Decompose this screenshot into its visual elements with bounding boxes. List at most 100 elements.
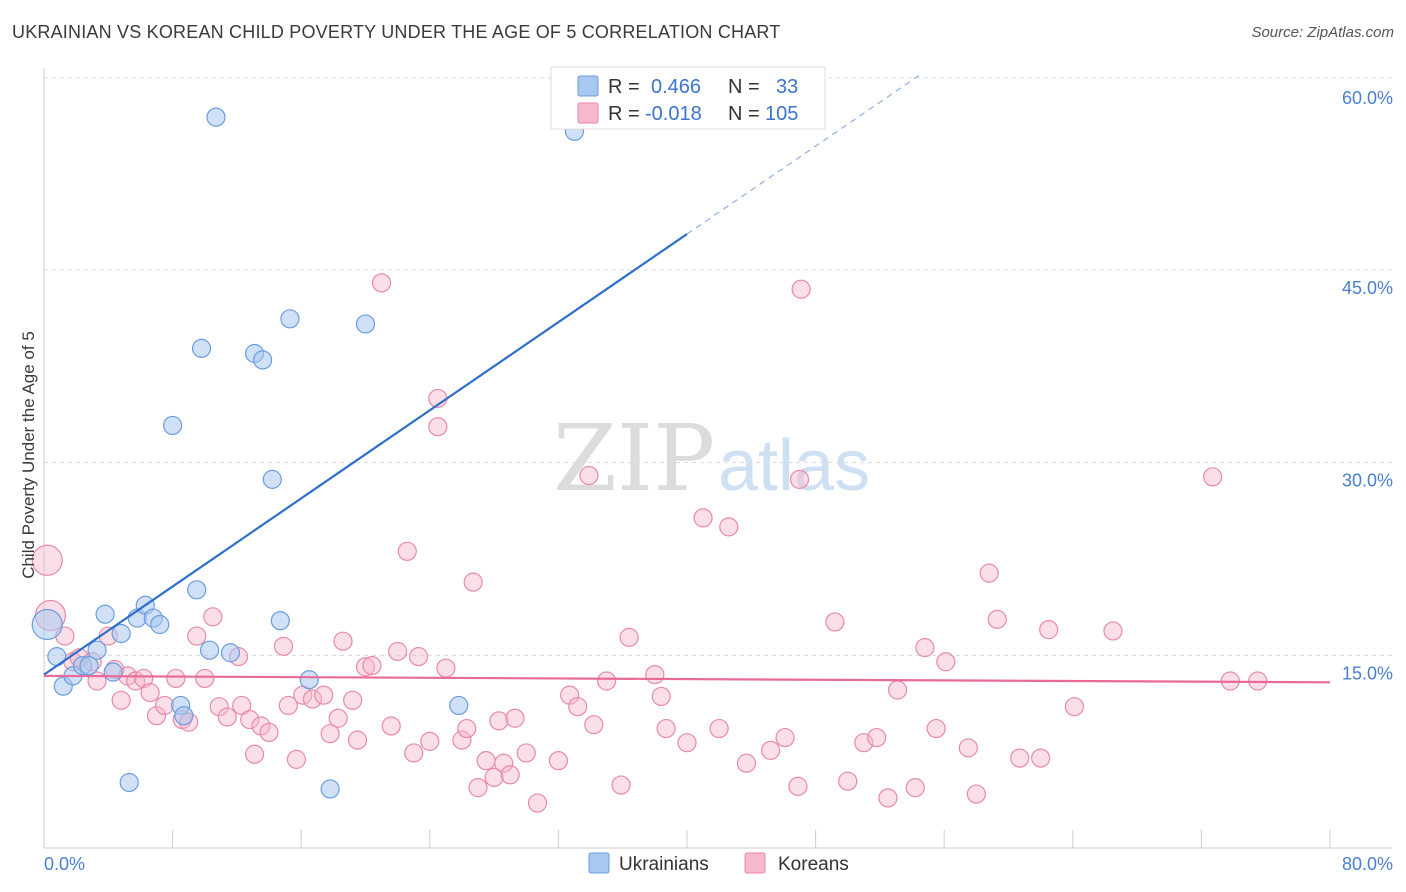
korean-point [362, 656, 382, 676]
source-credit: Source: ZipAtlas.com [1251, 24, 1394, 41]
korean-point [195, 668, 215, 689]
korean-point [381, 716, 401, 736]
ukrainian-point [262, 469, 282, 489]
x-tick-labels: 0.0% 80.0% [44, 854, 1393, 874]
korean-point [347, 730, 368, 750]
legend-n-value: 33 [776, 76, 798, 98]
korean-point [887, 680, 908, 700]
korean-point [651, 686, 671, 707]
korean-point [579, 465, 599, 486]
korean-point [878, 788, 898, 808]
ukrainian-point [111, 623, 131, 644]
korean-point [527, 793, 548, 813]
y-tick-label: 60.0% [1342, 88, 1393, 108]
korean-point [1010, 748, 1030, 768]
korean-point [693, 508, 713, 528]
axes [43, 68, 1392, 849]
korean-point [709, 718, 729, 739]
korean-point [597, 671, 617, 691]
korean-point [1103, 621, 1123, 641]
korean-point [867, 727, 887, 748]
korean-point [788, 776, 808, 796]
ukrainian-point [449, 695, 469, 716]
y-tick-labels: 15.0% 30.0% 45.0% 60.0% [1342, 88, 1393, 683]
korean-point [428, 417, 448, 437]
korean-point [457, 718, 477, 739]
korean-point [494, 753, 514, 773]
korean-point [244, 744, 265, 764]
korean-point [388, 641, 408, 662]
korean-point [468, 778, 488, 798]
korean-point [760, 740, 781, 760]
korean-point [489, 711, 509, 731]
korean-point [408, 647, 429, 667]
y-tick-label: 30.0% [1342, 471, 1393, 491]
korean-point [314, 685, 334, 705]
korean-point [987, 609, 1007, 629]
bottom-legend-swatch-koreans [744, 852, 766, 874]
data-points [31, 107, 1268, 813]
korean-point [516, 743, 536, 763]
korean-point [452, 730, 472, 750]
korean-point [958, 738, 978, 758]
korean-point [240, 709, 260, 730]
korean-point [505, 708, 525, 728]
korean-point [31, 544, 63, 576]
bottom-legend: Ukrainians Koreans [588, 852, 849, 875]
korean-point [645, 664, 665, 685]
korean-point [1031, 748, 1051, 768]
korean-point [146, 706, 167, 726]
korean-point [217, 707, 237, 727]
ukrainian-point [206, 107, 226, 127]
korean-point [979, 563, 999, 583]
ukrainian-point [187, 580, 207, 600]
ukrainian-point [220, 643, 241, 663]
watermark-zip: ZIP [553, 405, 715, 512]
korean-point [568, 697, 588, 717]
ukrainian-point [79, 656, 99, 676]
ukrainian-point [47, 647, 67, 667]
korean-point [320, 724, 340, 744]
korean-point [1203, 467, 1223, 487]
korean-point [584, 715, 604, 735]
ukrainian-point [163, 415, 183, 436]
korean-point [436, 658, 456, 678]
korean-point [926, 718, 946, 739]
korean-point [111, 690, 131, 710]
korean-point [209, 697, 229, 717]
ukrainian-point [280, 309, 300, 329]
grid-lines [44, 77, 1392, 656]
korean-point [397, 541, 417, 561]
x-tick-label: 80.0% [1342, 854, 1393, 874]
ukrainian-point [150, 614, 170, 635]
legend-swatch-ukrainians [577, 75, 599, 97]
bottom-legend-label-koreans: Koreans [778, 854, 849, 875]
korean-point [656, 718, 676, 739]
korean-point [333, 631, 353, 651]
korean-point [966, 784, 986, 804]
bottom-legend-swatch-ukrainians [588, 852, 610, 874]
korean-point [187, 626, 207, 646]
y-axis-title: Child Poverty Under the Age of 5 [19, 331, 38, 579]
korean-point [166, 668, 186, 689]
korean-point [619, 627, 639, 647]
korean-point [328, 708, 348, 728]
legend-r-value: 0.466 [651, 76, 701, 98]
korean-point [500, 765, 520, 785]
legend: R = 0.466 N = 33 R = -0.018 N = 105 [550, 66, 826, 130]
korean-point [915, 638, 935, 658]
korean-point [736, 753, 757, 773]
korean-point [791, 279, 811, 299]
ukrainian-point [174, 706, 194, 726]
ukrainians-trend-line [43, 233, 688, 676]
korean-point [286, 749, 306, 769]
ukrainian-point [87, 640, 107, 660]
korean-point [404, 743, 424, 763]
korean-point [343, 690, 363, 710]
korean-point [302, 689, 323, 709]
legend-r-label: R = [608, 103, 640, 125]
korean-point [259, 722, 279, 743]
korean-point [1039, 620, 1059, 640]
korean-point [548, 751, 569, 771]
ukrainian-point [253, 350, 273, 370]
